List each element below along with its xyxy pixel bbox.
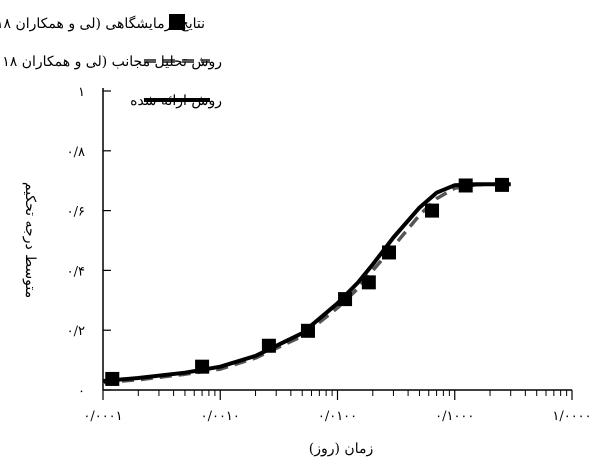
data-point-8: [458, 178, 473, 193]
legend-marker-experimental: [169, 14, 185, 30]
legend-label-asymptotic: روش تحلیل مجانب (لی و همکاران ۲۰۱۸): [0, 54, 222, 70]
legend-label-proposed: روش ارائه شده: [130, 93, 222, 109]
y-tick-label-1: ۰/۲: [67, 324, 85, 339]
data-point-2: [261, 338, 276, 353]
legend: نتایج آزمایشگاهی (لی و همکاران ۲۰۱۸) روش…: [0, 14, 222, 109]
x-tick-label-4: ۱/۰۰۰۰: [552, 409, 591, 424]
data-point-5: [361, 275, 376, 290]
axes: ۰ ۰/۲ ۰/۴ ۰/۶ ۰/۸ ۱ ۰/۰۰۰۱ ۰/۰۰۱۰ ۰/۰۱۰۰ ۰/۱۰۰۰ ۱…: [67, 85, 592, 424]
data-point-0: [105, 371, 120, 386]
x-tick-label-2: ۰/۰۱۰۰: [318, 409, 357, 424]
data-point-9: [495, 177, 510, 192]
legend-item-proposed: روش ارائه شده: [130, 93, 222, 109]
data-point-6: [382, 245, 397, 260]
y-tick-label-2: ۰/۴: [67, 264, 85, 279]
y-axis-label: متوسط درجه تحکیم: [22, 182, 38, 298]
data-point-7: [425, 203, 440, 218]
legend-item-experimental: نتایج آزمایشگاهی (لی و همکاران ۲۰۱۸): [0, 14, 205, 32]
y-tick-label-3: ۰/۶: [67, 205, 85, 220]
x-tick-label-3: ۰/۱۰۰۰: [435, 409, 474, 424]
y-tick-label-4: ۰/۸: [67, 145, 85, 160]
x-ticks: ۰/۰۰۰۱ ۰/۰۰۱۰ ۰/۰۱۰۰ ۰/۱۰۰۰ ۱/۰۰۰۰: [83, 390, 592, 424]
x-axis-label: زمان (روز): [309, 441, 373, 457]
legend-label-experimental: نتایج آزمایشگاهی (لی و همکاران ۲۰۱۸): [0, 14, 205, 32]
data-point-3: [300, 323, 315, 338]
plot-area: [102, 177, 511, 386]
data-point-1: [195, 359, 210, 374]
legend-item-asymptotic: روش تحلیل مجانب (لی و همکاران ۲۰۱۸): [0, 54, 222, 70]
y-tick-label-5: ۱: [78, 85, 85, 100]
data-point-4: [338, 292, 353, 307]
x-tick-label-1: ۰/۰۰۱۰: [201, 409, 240, 424]
series-line-1: [102, 182, 511, 385]
y-ticks: ۰ ۰/۲ ۰/۴ ۰/۶ ۰/۸ ۱: [67, 85, 111, 399]
y-tick-label-0: ۰: [78, 384, 85, 399]
x-tick-label-0: ۰/۰۰۰۱: [83, 409, 122, 424]
series-line-2: [102, 182, 511, 383]
